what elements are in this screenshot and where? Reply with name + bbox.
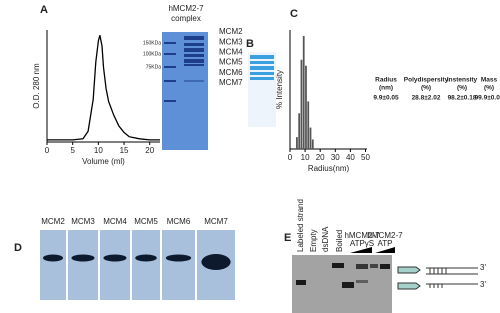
blot-band bbox=[71, 254, 95, 262]
band-label: MCM6 bbox=[219, 68, 243, 77]
lane-label: Boiled bbox=[335, 230, 344, 252]
table-header: (%) bbox=[421, 85, 431, 92]
x-tick-label: 0 bbox=[288, 153, 293, 162]
lane-label: dsDNA bbox=[321, 226, 330, 252]
lane-label: MCM3 bbox=[71, 217, 95, 226]
band-label: MCM3 bbox=[219, 37, 243, 46]
group-label: ATP bbox=[378, 239, 393, 248]
histogram-bar bbox=[300, 59, 303, 149]
band-label: MCM7 bbox=[219, 78, 243, 87]
blot-band bbox=[135, 254, 157, 262]
table-header: (nm) bbox=[379, 85, 393, 92]
group-label: ATPγS bbox=[350, 239, 374, 248]
x-tick-label: 20 bbox=[145, 146, 154, 155]
blot bbox=[100, 230, 130, 300]
band-label: MCM2 bbox=[219, 27, 243, 36]
lane-label: Empty bbox=[309, 229, 318, 252]
lane-label: MCM2 bbox=[41, 217, 65, 226]
gradient-triangle bbox=[350, 247, 372, 253]
blot bbox=[162, 230, 195, 300]
blot bbox=[132, 230, 160, 300]
gel-b bbox=[248, 52, 276, 127]
lane-label: MCM4 bbox=[103, 217, 127, 226]
table-header: (%) bbox=[484, 85, 494, 92]
line-series bbox=[47, 35, 160, 141]
lane-label: MCM6 bbox=[167, 217, 191, 226]
blot-band bbox=[201, 254, 231, 270]
x-tick-label: 10 bbox=[94, 146, 103, 155]
x-tick-label: 15 bbox=[120, 146, 129, 155]
table-header: Mass bbox=[481, 77, 498, 84]
panel-label: B bbox=[246, 38, 254, 50]
x-tick-label: 10 bbox=[301, 153, 310, 162]
marker-label: 75KDa bbox=[146, 64, 162, 70]
histogram-bar bbox=[307, 101, 310, 149]
strand-end: 3' bbox=[480, 280, 486, 289]
x-axis-label: Volume (ml) bbox=[82, 157, 125, 166]
x-tick-label: 30 bbox=[331, 153, 340, 162]
blot-band bbox=[165, 254, 192, 262]
group-label: hMCM2-7 bbox=[344, 231, 380, 240]
lane-label: Labeled strand bbox=[296, 199, 305, 252]
lane-label: MCM7 bbox=[204, 217, 228, 226]
strand-end: 3' bbox=[480, 263, 486, 272]
marker-label: 150KDa bbox=[143, 40, 161, 46]
table-value: 9.9±0.05 bbox=[373, 95, 399, 102]
table-value: 28.8±2.02 bbox=[412, 95, 441, 102]
x-tick-label: 20 bbox=[316, 153, 325, 162]
panel-label: E bbox=[284, 232, 291, 244]
lane-label: MCM5 bbox=[134, 217, 158, 226]
blot bbox=[40, 230, 66, 300]
panel-label: D bbox=[14, 242, 22, 254]
gel-a-title: complex bbox=[171, 14, 201, 23]
histogram-bar bbox=[302, 35, 305, 150]
panel-label: C bbox=[290, 8, 298, 20]
marker-label: 100KDa bbox=[143, 51, 161, 57]
strand-diagram bbox=[397, 266, 478, 290]
table-header: Instensity bbox=[447, 77, 478, 84]
y-axis-label: % Intensity bbox=[275, 70, 284, 109]
histogram-bar bbox=[305, 65, 307, 149]
table-header: Radius bbox=[375, 77, 397, 84]
band-label: MCM4 bbox=[219, 48, 243, 57]
histogram-bar bbox=[309, 127, 312, 149]
x-tick-label: 0 bbox=[45, 146, 50, 155]
table-header: (%) bbox=[457, 85, 467, 92]
gel-a-bands bbox=[164, 36, 204, 102]
panel-label: A bbox=[40, 4, 48, 16]
histogram-bar bbox=[311, 139, 314, 149]
group-label: hMCM2-7 bbox=[367, 231, 403, 240]
table-value: 98.2±0.18 bbox=[448, 95, 477, 102]
histogram-bar bbox=[296, 137, 298, 149]
table-value: 99.9±0.03 bbox=[475, 95, 500, 102]
blot-band bbox=[43, 254, 63, 262]
blot bbox=[68, 230, 98, 300]
gel-e-bands bbox=[296, 263, 390, 288]
histogram-bar bbox=[298, 113, 301, 149]
x-tick-label: 40 bbox=[346, 153, 355, 162]
table-header: Polydispersity bbox=[404, 77, 449, 84]
y-axis-label: O.D. 280 nm bbox=[32, 63, 41, 109]
band-label: MCM5 bbox=[219, 58, 243, 67]
x-axis-label: Radius(nm) bbox=[308, 164, 350, 173]
x-tick-label: 50 bbox=[361, 153, 370, 162]
gel-a-title: hMCM2-7 bbox=[168, 4, 204, 13]
gel-b-bands bbox=[250, 55, 274, 80]
x-tick-label: 5 bbox=[70, 146, 75, 155]
blot-band bbox=[103, 254, 127, 262]
gradient-triangle bbox=[375, 247, 395, 253]
